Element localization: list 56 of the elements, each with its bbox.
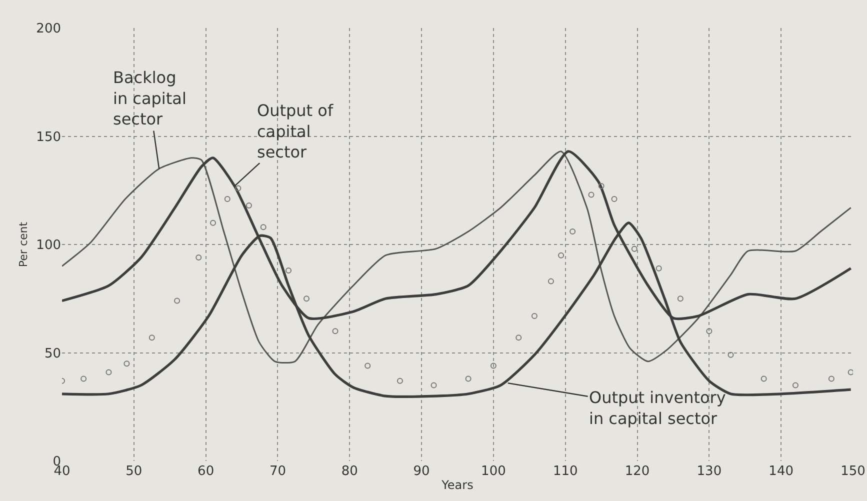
point: [260, 224, 266, 230]
point: [760, 376, 767, 382]
x-tick-label: 120: [624, 464, 650, 479]
point: [235, 185, 242, 192]
x-axis-title: Years: [440, 478, 474, 492]
point: [656, 265, 662, 272]
point: [558, 252, 564, 258]
point: [531, 312, 538, 319]
point: [570, 228, 576, 235]
x-tick-label: 70: [269, 464, 286, 479]
point: [516, 334, 522, 341]
point: [106, 369, 112, 376]
point: [148, 334, 155, 341]
x-tick-label: 100: [481, 464, 506, 479]
point: [332, 328, 338, 334]
point: [286, 267, 292, 274]
x-tick-label: 150: [840, 464, 866, 479]
annotation: Output of capital sector: [257, 101, 334, 162]
point: [828, 376, 834, 382]
point: [396, 378, 403, 384]
point: [196, 254, 202, 260]
point: [848, 369, 853, 376]
point: [631, 246, 638, 252]
y-tick-label: 50: [44, 346, 61, 362]
point: [80, 376, 87, 382]
point: [465, 376, 472, 382]
x-tick-label: 90: [413, 464, 430, 479]
point: [588, 192, 594, 198]
point: [174, 298, 180, 304]
x-tick-label: 80: [341, 464, 358, 479]
point: [210, 220, 216, 226]
x-tick-label: 110: [552, 464, 578, 479]
point: [224, 196, 230, 202]
x-tick-label: 60: [198, 464, 214, 479]
point: [490, 362, 496, 369]
point: [611, 196, 618, 202]
x-tick-label: 140: [768, 464, 794, 479]
y-tick-label: 150: [36, 130, 61, 145]
x-tick-label: 50: [126, 464, 142, 479]
point: [246, 202, 252, 209]
y-axis-title: Per cent: [16, 221, 30, 268]
annotation: Backlog in capital sector: [113, 68, 186, 129]
point: [124, 360, 130, 367]
point: [792, 382, 798, 388]
y-tick-label: 200: [36, 22, 61, 37]
point: [677, 296, 684, 302]
point: [706, 328, 712, 334]
point: [430, 382, 437, 388]
point: [548, 278, 554, 284]
point: [728, 352, 734, 358]
y-tick-label: 100: [36, 238, 61, 254]
point: [598, 183, 604, 190]
point: [303, 296, 310, 302]
annotation: Output inventory in capital sector: [589, 388, 726, 428]
x-tick-label: 130: [696, 464, 722, 479]
point: [364, 362, 371, 369]
